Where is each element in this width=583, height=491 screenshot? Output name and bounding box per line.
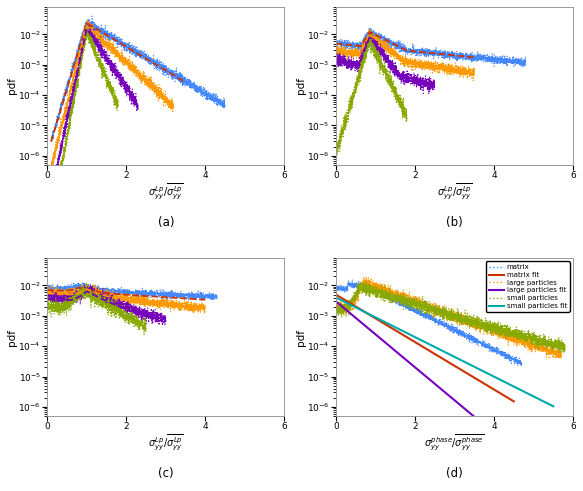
Text: (b): (b) bbox=[446, 216, 463, 229]
Y-axis label: pdf: pdf bbox=[296, 328, 305, 346]
X-axis label: $\sigma_{yy}^{Lp}/\overline{\sigma_{yy}^{Lp}}$: $\sigma_{yy}^{Lp}/\overline{\sigma_{yy}^… bbox=[437, 182, 472, 202]
X-axis label: $\sigma_{yy}^{Lp}/\overline{\sigma_{yy}^{Lp}}$: $\sigma_{yy}^{Lp}/\overline{\sigma_{yy}^… bbox=[148, 433, 184, 453]
Y-axis label: pdf: pdf bbox=[7, 78, 17, 94]
Y-axis label: pdf: pdf bbox=[296, 78, 305, 94]
Text: (d): (d) bbox=[446, 466, 463, 480]
Text: (a): (a) bbox=[157, 216, 174, 229]
Y-axis label: pdf: pdf bbox=[7, 328, 17, 346]
X-axis label: $\sigma_{yy}^{phase}/\overline{\sigma_{yy}^{phase}}$: $\sigma_{yy}^{phase}/\overline{\sigma_{y… bbox=[424, 433, 484, 453]
Legend: matrix, matrix fit, large particles, large particles fit, small particles, small: matrix, matrix fit, large particles, lar… bbox=[486, 262, 570, 312]
X-axis label: $\sigma_{yy}^{Lp}/\overline{\sigma_{yy}^{Lp}}$: $\sigma_{yy}^{Lp}/\overline{\sigma_{yy}^… bbox=[148, 182, 184, 202]
Text: (c): (c) bbox=[158, 466, 174, 480]
